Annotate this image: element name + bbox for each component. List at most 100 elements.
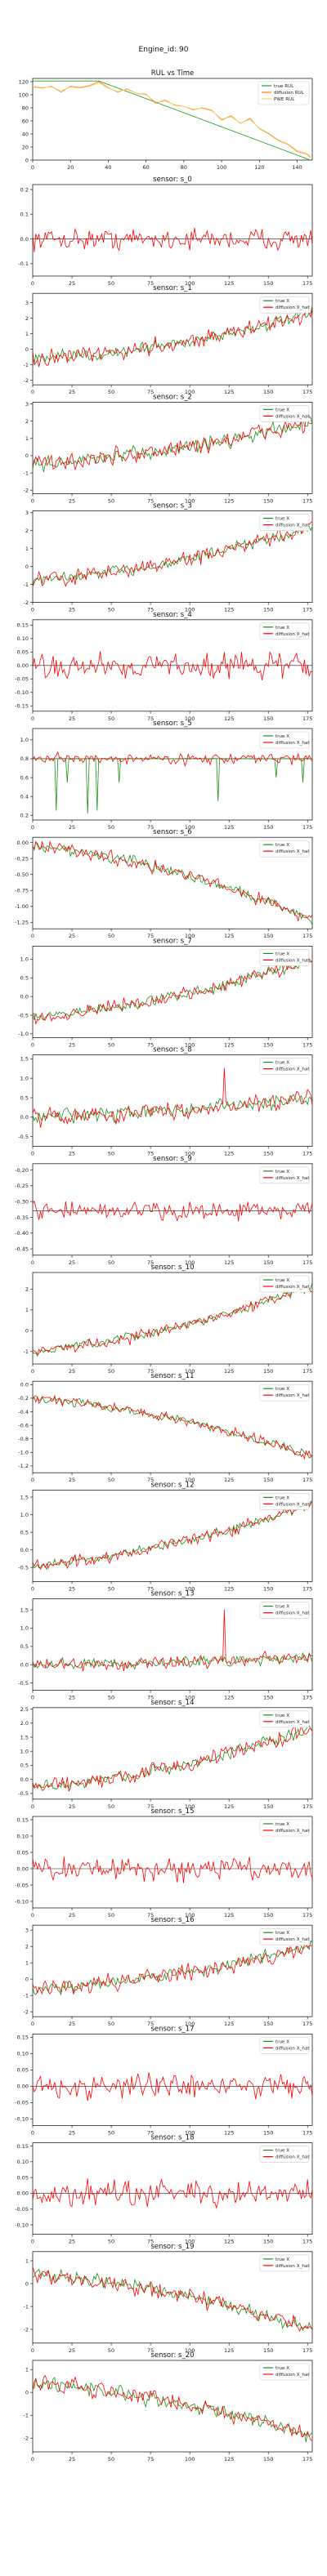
y-tick-label: 1.0 — [20, 956, 29, 963]
x-tick-label: 150 — [263, 2129, 273, 2136]
y-tick-label: -0.75 — [15, 888, 29, 894]
legend-label: diffusion X_hat — [275, 1937, 310, 1942]
x-tick-label: 25 — [69, 2456, 75, 2462]
true-x-series — [33, 2377, 312, 2443]
x-tick-label: 0 — [31, 933, 34, 939]
legend-label: diffusion X_hat — [275, 1285, 310, 1290]
plot-frame — [32, 78, 313, 161]
legend-label: diffusion X_hat — [275, 1611, 310, 1616]
x-tick-label: 0 — [31, 824, 34, 831]
x-tick-label: 175 — [302, 1368, 312, 1375]
x-tick-label: 75 — [147, 1477, 154, 1483]
legend-label: true X — [275, 734, 289, 739]
series-group — [33, 1394, 312, 1460]
plot-frame — [32, 401, 313, 494]
legend-label: true X — [275, 1714, 289, 1718]
diffusion-x-series — [33, 416, 312, 471]
x-tick-label: 0 — [31, 607, 34, 613]
x-tick-label: 25 — [69, 1259, 75, 1266]
plot-frame — [32, 184, 313, 277]
plot-frame — [32, 2033, 313, 2126]
y-tick-label: -2 — [24, 377, 29, 384]
series-group — [33, 1281, 312, 1357]
y-tick-label: -0.2 — [18, 1395, 29, 1402]
diffusion-x-series — [33, 1609, 312, 1672]
x-tick-label: 50 — [108, 1695, 114, 1701]
y-tick-label: -0.5 — [18, 1790, 29, 1797]
subplot-sensor-s_13: sensor: s_13 0 25 50 75 100 125 150 175 -0.5 0.0 0.… — [18, 1590, 312, 1701]
x-tick-label: 50 — [108, 1368, 114, 1375]
legend-label: diffusion X_hat — [275, 1393, 310, 1398]
x-tick-label: 125 — [224, 933, 234, 939]
y-tick-label: -0.10 — [15, 2222, 29, 2228]
y-tick-label: 1.0 — [20, 1512, 29, 1518]
x-tick-label: 75 — [147, 933, 154, 939]
y-tick-label: -2 — [24, 2326, 29, 2333]
x-tick-label: 0 — [31, 280, 34, 287]
y-tick-label: 0.2 — [20, 813, 29, 819]
series-group — [33, 1500, 312, 1571]
x-tick-label: 50 — [108, 715, 114, 722]
x-tick-label: 0 — [31, 1912, 34, 1919]
x-tick-label: 75 — [147, 1368, 154, 1375]
y-tick-label: -0.25 — [15, 855, 29, 862]
legend-label: true X — [275, 517, 289, 522]
x-tick-label: 100 — [185, 824, 195, 831]
y-tick-label: -0.1 — [18, 261, 29, 267]
y-tick-label: -0.15 — [15, 703, 29, 710]
legend-label: diffusion X_hat — [275, 2373, 310, 2378]
y-tick-label: -0.05 — [15, 1882, 29, 1888]
subplot-rul: RUL vs Time 0 20 40 60 80 100 120 140 0 20 40 60 80 10… — [19, 69, 313, 171]
x-tick-label: 75 — [147, 280, 154, 287]
y-tick-label: 3 — [25, 1928, 29, 1934]
subplot-sensor-s_7: sensor: s_7 0 25 50 75 100 125 150 175 -1.0 -0.5 0.… — [18, 937, 312, 1048]
y-tick-label: -0.05 — [15, 676, 29, 683]
true-x-series — [33, 415, 312, 472]
y-tick-label: 1.0 — [20, 1075, 29, 1081]
subplot-sensor-s_4: sensor: s_4 0 25 50 75 100 125 150 175 -0.15 -0.10… — [15, 611, 312, 722]
series-group — [33, 2072, 312, 2101]
x-tick-label: 100 — [185, 933, 195, 939]
subplot-sensor-s_19: sensor: s_19 0 25 50 75 100 125 150 175 -2 -1 0 1 tru… — [24, 2243, 313, 2354]
y-tick-label: -0.4 — [18, 1409, 29, 1415]
x-tick-label: 125 — [224, 280, 234, 287]
x-tick-label: 25 — [69, 280, 75, 287]
subplot-title: sensor: s_13 — [150, 1590, 194, 1598]
x-tick-label: 125 — [224, 1803, 234, 1810]
x-tick-label: 75 — [147, 2239, 154, 2245]
y-tick-label: 3 — [25, 510, 29, 516]
y-tick-label: 0.00 — [17, 2084, 29, 2090]
legend-label: true X — [275, 1278, 289, 1283]
x-tick-label: 100 — [185, 2456, 195, 2462]
subplot-sensor-s_20: sensor: s_20 0 25 50 75 100 125 150 175 -2 -1 0 1 tru… — [24, 2351, 313, 2462]
x-tick-label: 100 — [185, 1803, 195, 1810]
y-tick-label: -0.05 — [15, 2100, 29, 2106]
true-x-series — [33, 1395, 312, 1459]
x-tick-label: 50 — [108, 1803, 114, 1810]
y-tick-label: 0.0 — [20, 1547, 29, 1553]
x-tick-label: 0 — [31, 1477, 34, 1483]
diffusion-x-series — [33, 1067, 312, 1128]
series-group — [33, 305, 312, 368]
x-tick-label: 100 — [185, 1368, 195, 1375]
x-tick-label: 150 — [263, 1585, 273, 1592]
x-tick-label: 50 — [108, 1041, 114, 1048]
x-tick-label: 100 — [185, 497, 195, 504]
x-tick-label: 150 — [263, 824, 273, 831]
x-tick-label: 50 — [108, 280, 114, 287]
x-tick-label: 75 — [147, 1695, 154, 1701]
subplot-sensor-s_3: sensor: s_3 0 25 50 75 100 125 150 175 -2 -1 0 1 2 3 tr… — [24, 502, 313, 613]
diffusion-x-series — [33, 521, 312, 587]
diffusion-x-series — [33, 307, 312, 368]
x-tick-label: 25 — [69, 1477, 75, 1483]
x-tick-label: 150 — [263, 715, 273, 722]
y-tick-label: -1 — [24, 1348, 29, 1355]
y-tick-label: 0.05 — [17, 2174, 29, 2181]
legend-label: true X — [275, 1387, 289, 1392]
series-group — [33, 80, 311, 160]
